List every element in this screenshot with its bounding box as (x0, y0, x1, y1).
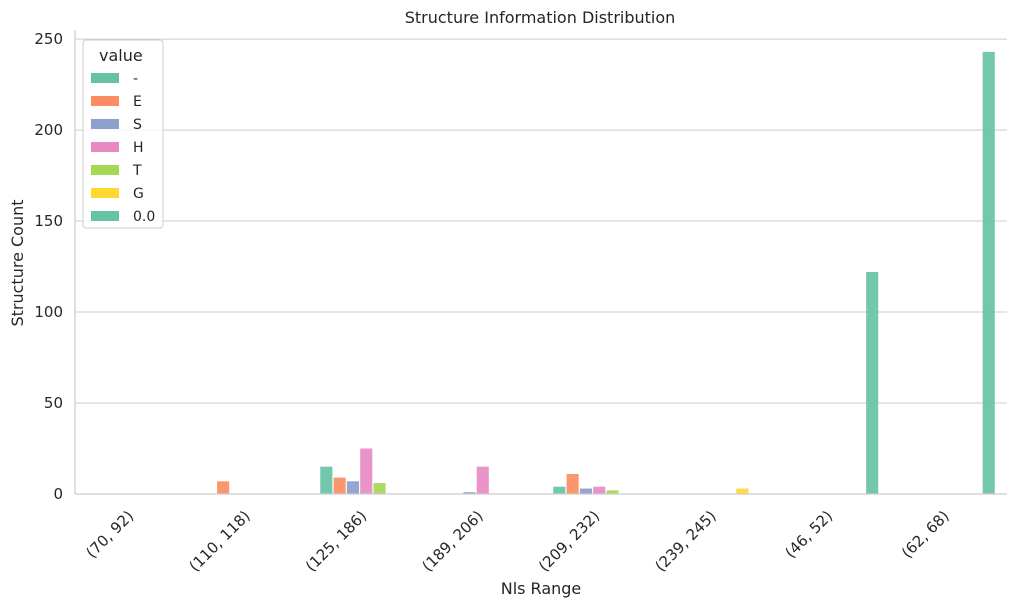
bar (736, 488, 749, 494)
bar (333, 477, 346, 494)
bar (217, 481, 230, 494)
x-tick-label: (70, 92) (83, 507, 138, 562)
bar (476, 466, 489, 494)
x-axis-label: Nls Range (501, 579, 582, 598)
y-tick-label: 250 (34, 30, 63, 48)
legend-swatch (91, 73, 119, 83)
bar (982, 51, 995, 494)
x-ticks: (70, 92) (110, 118) (125, 186) (189, 206) (2… (83, 507, 953, 575)
bar (320, 466, 333, 494)
legend-label: S (133, 117, 142, 133)
chart-title: Structure Information Distribution (405, 8, 676, 27)
y-tick-label: 0 (53, 485, 63, 503)
axes (74, 30, 1007, 495)
y-tick-label: 150 (34, 212, 63, 230)
legend-label: T (132, 163, 142, 179)
bar (593, 486, 606, 494)
x-tick-label: (189, 206) (419, 507, 487, 575)
legend-swatch (91, 142, 119, 152)
legend-swatch (91, 165, 119, 175)
legend-swatch (91, 211, 119, 221)
legend-box (82, 39, 164, 229)
legend-swatch (91, 96, 119, 106)
legend-title: value (99, 46, 143, 65)
x-tick-label: (209, 232) (535, 507, 603, 575)
x-tick-label: (110, 118) (186, 507, 254, 575)
legend-label: 0.0 (133, 209, 155, 225)
bar (866, 272, 879, 494)
legend-swatch (91, 119, 119, 129)
x-tick-label: (62, 68) (898, 507, 953, 562)
legend-label: E (133, 94, 142, 110)
x-tick-label: (46, 52) (782, 507, 837, 562)
bar (373, 483, 386, 494)
y-axis-label: Structure Count (8, 199, 27, 326)
y-tick-label: 50 (44, 394, 63, 412)
y-tick-label: 100 (34, 303, 63, 321)
bar (360, 448, 373, 494)
legend-label: G (133, 186, 144, 202)
bar (579, 488, 592, 494)
y-ticks: 0 50 100 150 200 250 (34, 30, 63, 503)
bar (346, 481, 359, 494)
x-tick-label: (125, 186) (302, 507, 370, 575)
legend-label: H (133, 140, 144, 156)
bar (553, 486, 566, 494)
bar (606, 490, 619, 494)
bars (217, 51, 995, 494)
legend-swatch (91, 188, 119, 198)
bar (566, 473, 579, 494)
y-tick-label: 200 (34, 121, 63, 139)
bar (463, 492, 476, 494)
x-tick-label: (239, 245) (652, 507, 720, 575)
legend-label: - (133, 71, 138, 87)
